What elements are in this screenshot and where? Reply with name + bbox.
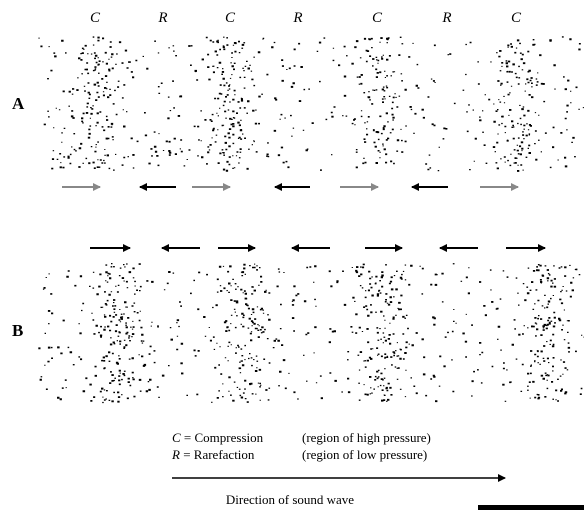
arrows — [62, 183, 546, 252]
legend-term: = Compression — [184, 430, 264, 445]
bar — [478, 505, 584, 510]
particle-field — [38, 263, 584, 404]
legend-symbol: R — [171, 447, 180, 462]
region-label: C — [372, 10, 383, 26]
legend-description: (region of low pressure) — [302, 447, 427, 462]
region-label: C — [225, 10, 236, 26]
region-label: C — [90, 10, 101, 26]
legend-line: C = Compression (region of high pressure) — [172, 430, 431, 445]
particles — [38, 36, 584, 404]
direction-label: Direction of sound wave — [226, 492, 354, 507]
particle-field — [38, 36, 584, 172]
legend-symbol: C — [172, 430, 181, 445]
region-label: C — [511, 10, 522, 26]
region-label: R — [441, 10, 451, 26]
region-label: R — [292, 10, 302, 26]
row-label: B — [12, 321, 23, 340]
legend-description: (region of high pressure) — [302, 430, 431, 445]
region-label: R — [157, 10, 167, 26]
legend-line: R = Rarefaction (region of low pressure) — [171, 447, 427, 462]
row-label: A — [12, 94, 25, 113]
legend-term: = Rarefaction — [183, 447, 255, 462]
